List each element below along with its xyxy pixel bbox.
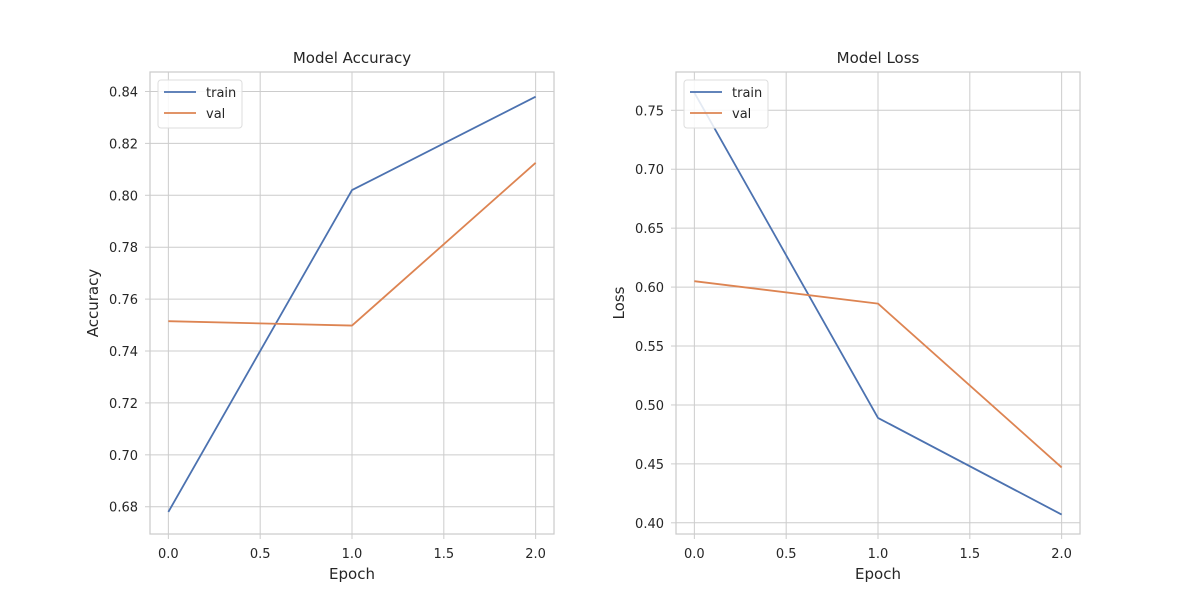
accuracy-xtick-label: 1.5 [433,547,454,562]
accuracy-legend-label-val: val [206,107,225,122]
loss-xtick-label: 0.5 [776,547,797,562]
loss-ytick-label: 0.40 [635,517,664,532]
loss-ytick-label: 0.75 [635,104,664,119]
loss-y-axis-label: Loss [610,286,628,319]
accuracy-ytick-label: 0.72 [109,397,138,412]
accuracy-xtick-label: 1.0 [342,547,363,562]
accuracy-ytick-label: 0.78 [109,241,138,256]
accuracy-ytick-label: 0.82 [109,137,138,152]
loss-ytick-label: 0.70 [635,163,664,178]
accuracy-xtick-label: 0.5 [250,547,271,562]
loss-xtick-label: 2.0 [1051,547,1072,562]
loss-chart: 0.0 0.5 1.0 1.5 2.0 0.40 0.45 0.50 0.55 0.60 0.65 0… [610,49,1081,583]
accuracy-ytick-label: 0.70 [109,449,138,464]
loss-legend-label-train: train [732,86,762,101]
accuracy-ytick-label: 0.84 [109,85,138,100]
accuracy-x-axis-label: Epoch [329,565,375,583]
accuracy-ytick-label: 0.80 [109,189,138,204]
accuracy-xtick-label: 0.0 [158,547,179,562]
accuracy-chart: 0.0 0.5 1.0 1.5 2.0 0.68 0.70 0.72 0.74 0.76 0.78 0… [84,49,555,583]
accuracy-ytick-label: 0.76 [109,293,138,308]
accuracy-legend: train val [157,79,243,129]
loss-ytick-label: 0.65 [635,222,664,237]
loss-ytick-label: 0.55 [635,340,664,355]
loss-val-line [694,280,1063,469]
loss-train-line [693,92,1063,516]
accuracy-train-line [167,95,537,513]
loss-xtick-label: 1.0 [868,547,889,562]
loss-ytick-label: 0.50 [635,399,664,414]
loss-legend-label-val: val [732,107,751,122]
loss-x-axis-label: Epoch [855,565,901,583]
accuracy-legend-label-train: train [206,86,236,101]
loss-chart-title: Model Loss [837,49,920,67]
accuracy-ytick-label: 0.74 [109,345,138,360]
loss-xtick-label: 1.5 [959,547,980,562]
loss-xtick-label: 0.0 [684,547,705,562]
loss-ytick-label: 0.45 [635,458,664,473]
loss-ytick-label: 0.60 [635,281,664,296]
loss-legend: train val [683,79,769,129]
accuracy-ytick-label: 0.68 [109,501,138,516]
accuracy-y-axis-label: Accuracy [84,269,102,338]
accuracy-val-line [168,162,537,327]
accuracy-xtick-label: 2.0 [525,547,546,562]
accuracy-chart-title: Model Accuracy [293,49,411,67]
